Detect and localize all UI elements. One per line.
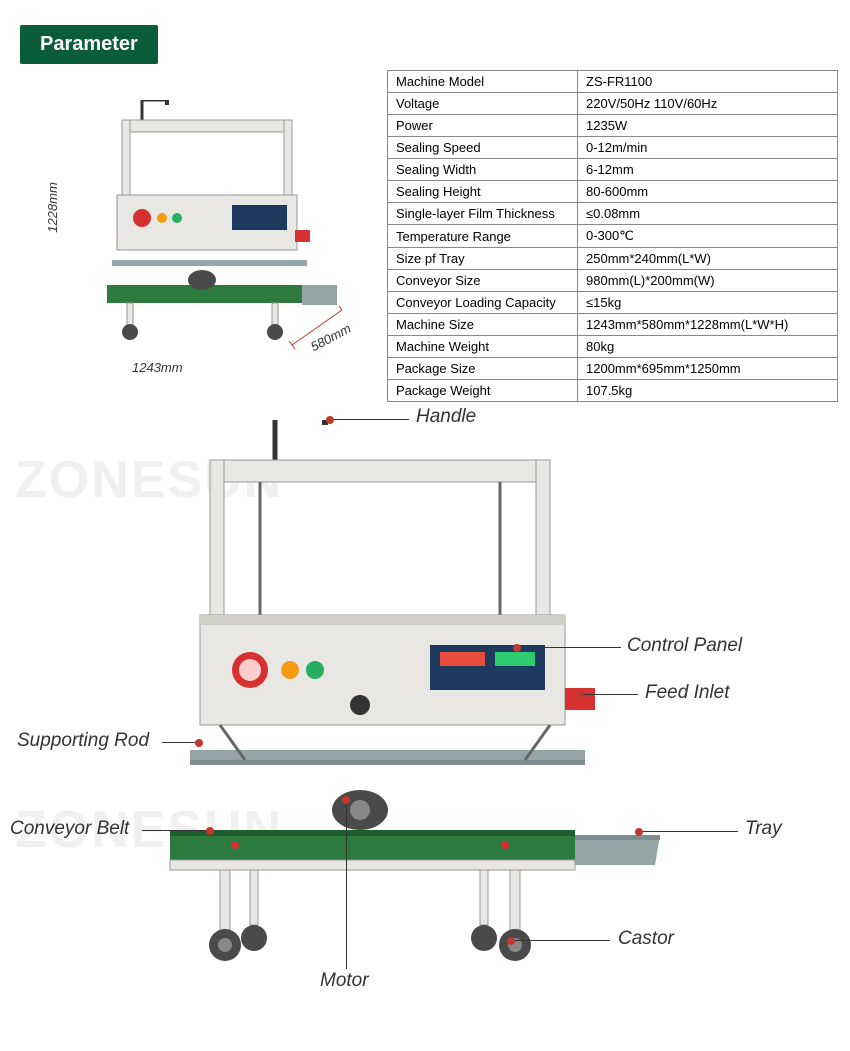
spec-value: ZS-FR1100 xyxy=(578,71,838,93)
handle-dot xyxy=(326,416,334,424)
table-row: Sealing Height80-600mm xyxy=(388,181,838,203)
tray-label: Tray xyxy=(745,818,782,840)
spec-label: Sealing Width xyxy=(388,159,578,181)
spec-value: 80kg xyxy=(578,336,838,358)
control-panel-label: Control Panel xyxy=(627,635,742,657)
motor-label: Motor xyxy=(320,970,369,992)
spec-table: Machine ModelZS-FR1100Voltage220V/50Hz 1… xyxy=(387,70,838,402)
spec-value: 0-300℃ xyxy=(578,225,838,248)
spec-value: 1200mm*695mm*1250mm xyxy=(578,358,838,380)
spec-value: ≤0.08mm xyxy=(578,203,838,225)
table-row: Sealing Width6-12mm xyxy=(388,159,838,181)
table-row: Size pf Tray250mm*240mm(L*W) xyxy=(388,248,838,270)
spec-value: 250mm*240mm(L*W) xyxy=(578,248,838,270)
control-panel-line xyxy=(521,647,621,648)
conveyor-belt-label: Conveyor Belt xyxy=(10,818,129,840)
machine-small-svg xyxy=(92,100,342,350)
spec-label: Temperature Range xyxy=(388,225,578,248)
bottom-section: ZONESUN ZONESUN xyxy=(20,400,830,1020)
table-row: Conveyor Size980mm(L)*200mm(W) xyxy=(388,270,838,292)
table-row: Single-layer Film Thickness≤0.08mm xyxy=(388,203,838,225)
table-row: Sealing Speed0-12m/min xyxy=(388,137,838,159)
dimension-image: 1228mm 1243mm 580mm xyxy=(12,70,372,380)
table-row: Package Size1200mm*695mm*1250mm xyxy=(388,358,838,380)
machine-large-svg xyxy=(160,420,660,1000)
table-row: Power1235W xyxy=(388,115,838,137)
supporting-rod-label: Supporting Rod xyxy=(17,730,149,752)
supporting-rod-dot xyxy=(195,739,203,747)
table-row: Machine ModelZS-FR1100 xyxy=(388,71,838,93)
spec-value: ≤15kg xyxy=(578,292,838,314)
tray-dot xyxy=(635,828,643,836)
spec-value: 0-12m/min xyxy=(578,137,838,159)
spec-label: Package Weight xyxy=(388,380,578,402)
table-row: Temperature Range0-300℃ xyxy=(388,225,838,248)
spec-value: 80-600mm xyxy=(578,181,838,203)
table-row: Machine Size1243mm*580mm*1228mm(L*W*H) xyxy=(388,314,838,336)
table-row: Conveyor Loading Capacity≤15kg xyxy=(388,292,838,314)
feed-inlet-line xyxy=(583,694,638,695)
parameter-badge: Parameter xyxy=(20,25,158,64)
control-panel-dot xyxy=(513,644,521,652)
spec-value: 107.5kg xyxy=(578,380,838,402)
spec-label: Package Size xyxy=(388,358,578,380)
spec-value: 1243mm*580mm*1228mm(L*W*H) xyxy=(578,314,838,336)
spec-label: Machine Model xyxy=(388,71,578,93)
spec-label: Machine Weight xyxy=(388,336,578,358)
dim-width-label: 1243mm xyxy=(132,360,183,375)
motor-line xyxy=(346,804,347,969)
spec-label: Conveyor Size xyxy=(388,270,578,292)
motor-dot xyxy=(342,796,350,804)
handle-line xyxy=(334,419,409,420)
spec-value: 1235W xyxy=(578,115,838,137)
table-row: Package Weight107.5kg xyxy=(388,380,838,402)
spec-label: Sealing Speed xyxy=(388,137,578,159)
spec-label: Sealing Height xyxy=(388,181,578,203)
supporting-rod-line xyxy=(162,742,197,743)
spec-label: Machine Size xyxy=(388,314,578,336)
spec-value: 220V/50Hz 110V/60Hz xyxy=(578,93,838,115)
castor-dot xyxy=(507,937,515,945)
spec-label: Size pf Tray xyxy=(388,248,578,270)
spec-label: Power xyxy=(388,115,578,137)
spec-value: 6-12mm xyxy=(578,159,838,181)
handle-label: Handle xyxy=(416,406,476,428)
castor-line xyxy=(515,940,610,941)
spec-value: 980mm(L)*200mm(W) xyxy=(578,270,838,292)
conveyor-belt-line xyxy=(142,830,207,831)
spec-label: Voltage xyxy=(388,93,578,115)
tray-line xyxy=(643,831,738,832)
castor-label: Castor xyxy=(618,928,674,950)
feed-inlet-dot xyxy=(575,691,583,699)
top-section: 1228mm 1243mm 580mm Machine ModelZS-FR11… xyxy=(12,70,838,402)
conveyor-belt-dot xyxy=(206,827,214,835)
dim-height-label: 1228mm xyxy=(45,182,60,233)
feed-inlet-label: Feed Inlet xyxy=(645,682,730,704)
spec-label: Single-layer Film Thickness xyxy=(388,203,578,225)
spec-label: Conveyor Loading Capacity xyxy=(388,292,578,314)
table-row: Machine Weight80kg xyxy=(388,336,838,358)
table-row: Voltage220V/50Hz 110V/60Hz xyxy=(388,93,838,115)
